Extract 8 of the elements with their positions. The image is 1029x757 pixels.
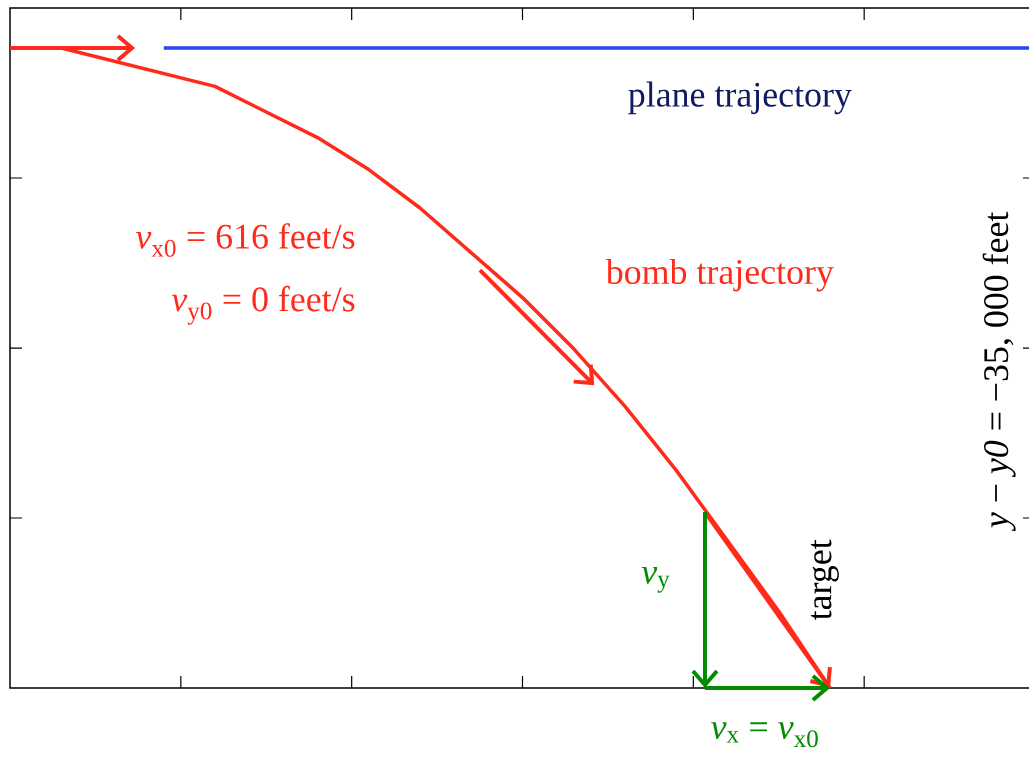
annotation: v$_{y0}$ = 0 feet/s	[171, 285, 355, 325]
annotation: y − y0 = −35, 000 feet	[982, 211, 1016, 532]
annotation: v$_{y}$	[641, 567, 670, 593]
annotation: v$_{x0}$ = 616 feet/s	[135, 223, 355, 257]
text: v$_{x}$ = v$_{x0}$	[711, 722, 818, 748]
series-label: bomb trajectory	[605, 258, 834, 292]
series-label: plane trajectory	[628, 81, 852, 115]
annotation: target	[810, 539, 839, 620]
